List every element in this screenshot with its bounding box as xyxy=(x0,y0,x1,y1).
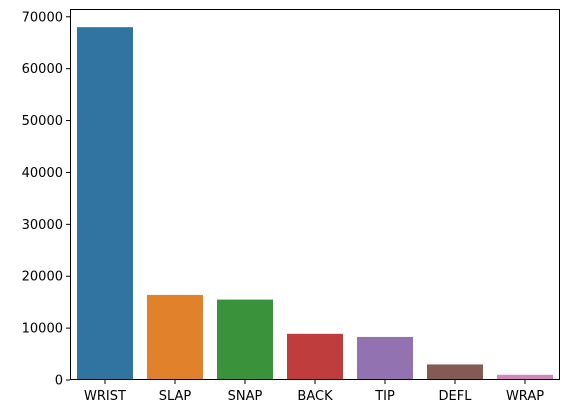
y-tick-label: 60000 xyxy=(22,62,63,77)
bar-tip xyxy=(357,336,413,380)
y-tick-label: 50000 xyxy=(22,114,63,129)
x-tick-label: SLAP xyxy=(159,389,192,404)
y-tick-label: 70000 xyxy=(22,10,63,25)
x-tick-label: WRIST xyxy=(84,389,126,404)
y-axis: 0 10000 20000 30000 40000 50000 60000 70000 xyxy=(22,10,70,389)
x-tick-label: DEFL xyxy=(439,389,473,404)
x-axis: WRIST SLAP SNAP BACK TIP DEFL WRAP xyxy=(84,380,544,404)
bar-wrap xyxy=(497,374,553,380)
x-tick-label: SNAP xyxy=(228,389,263,404)
y-tick-label: 40000 xyxy=(22,166,63,181)
x-tick-label: BACK xyxy=(297,389,333,404)
x-tick-label: WRAP xyxy=(506,389,544,404)
y-tick-label: 0 xyxy=(55,374,63,389)
bar-back xyxy=(287,333,343,380)
bar-slap xyxy=(147,294,203,380)
bar-defl xyxy=(427,364,483,380)
y-tick-label: 20000 xyxy=(22,270,63,285)
plot-frame xyxy=(70,9,560,380)
y-tick-label: 30000 xyxy=(22,218,63,233)
bar-wrist xyxy=(77,27,133,381)
x-tick-label: TIP xyxy=(374,389,395,404)
bars-group xyxy=(77,27,553,381)
y-tick-label: 10000 xyxy=(22,322,63,337)
bar-snap xyxy=(217,299,273,380)
